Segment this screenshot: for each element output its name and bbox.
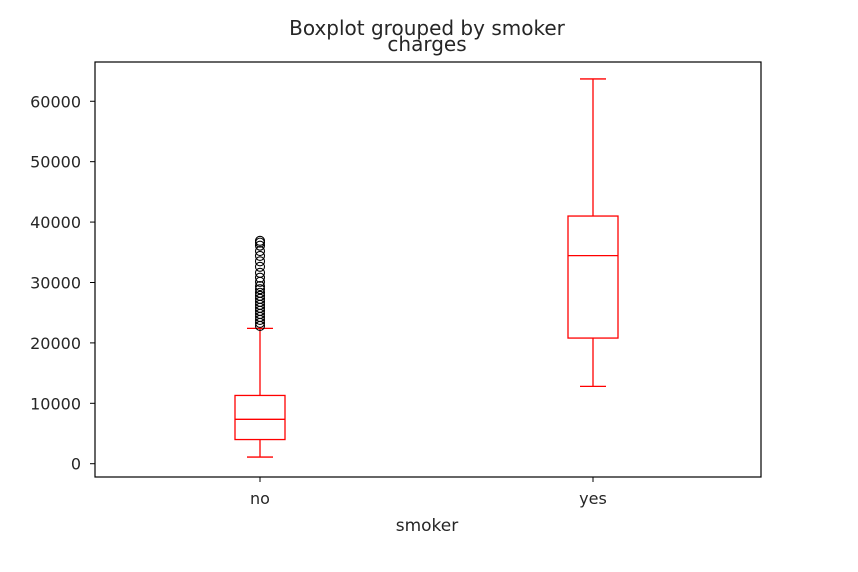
y-tick-label: 60000 bbox=[30, 92, 81, 111]
box-series bbox=[235, 79, 618, 457]
x-tick-label: yes bbox=[579, 489, 607, 508]
box-iqr bbox=[235, 395, 285, 439]
box-iqr bbox=[568, 216, 618, 338]
y-tick-label: 10000 bbox=[30, 394, 81, 413]
chart-subtitle: charges bbox=[387, 32, 466, 56]
box-yes bbox=[568, 79, 618, 386]
y-tick-label: 40000 bbox=[30, 213, 81, 232]
y-axis-ticks: 0 10000 20000 30000 40000 50000 60000 bbox=[30, 92, 95, 473]
x-tick-label: no bbox=[250, 489, 270, 508]
y-tick-label: 0 bbox=[71, 455, 81, 474]
y-tick-label: 50000 bbox=[30, 153, 81, 172]
y-tick-label: 30000 bbox=[30, 273, 81, 292]
outlier-point bbox=[256, 262, 265, 271]
y-tick-label: 20000 bbox=[30, 334, 81, 353]
box-no bbox=[235, 236, 285, 457]
x-axis-ticks: no yes bbox=[250, 477, 607, 508]
outlier-point bbox=[256, 257, 265, 266]
plot-area-frame bbox=[95, 62, 761, 477]
x-axis-label: smoker bbox=[396, 516, 459, 536]
